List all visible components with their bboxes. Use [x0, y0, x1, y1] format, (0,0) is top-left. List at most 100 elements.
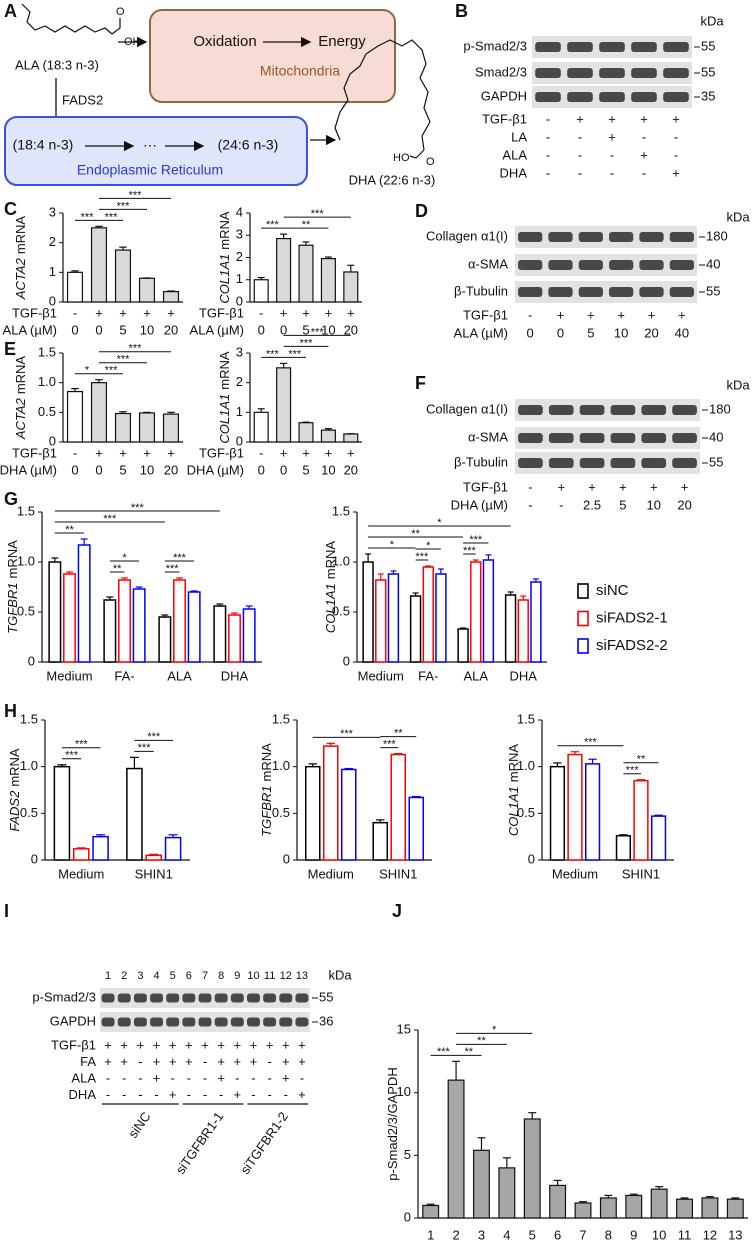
blot-band	[230, 1017, 244, 1027]
condition-value: 2.5	[583, 497, 601, 512]
kda-value: 55	[701, 38, 715, 53]
condition-value: +	[640, 111, 648, 126]
bar	[340, 768, 357, 861]
x-row-label: TGF-β1	[12, 305, 57, 320]
blot-row-label: Smad2/3	[475, 64, 527, 79]
blot-band	[535, 91, 561, 103]
lane-label: 11	[264, 970, 275, 982]
blot-band	[599, 91, 625, 103]
blot-band	[610, 432, 636, 444]
condition-value: -	[219, 1087, 223, 1102]
x-row-value: +	[325, 305, 333, 320]
blot-band	[609, 286, 634, 298]
y-tick-label: 4	[236, 204, 243, 219]
condition-value: +	[678, 307, 686, 322]
panel-letter: D	[415, 201, 428, 221]
legend-label: siNC	[596, 582, 629, 599]
bar	[162, 291, 180, 303]
condition-value: +	[681, 479, 689, 494]
blot-band	[609, 259, 634, 271]
x-row-value: 0	[258, 322, 265, 337]
x-tick-label: Medium	[58, 866, 104, 881]
y-tick-label: 10	[397, 1084, 411, 1099]
panel-letter: C	[4, 199, 17, 219]
significance-label: ***	[311, 326, 325, 338]
legend-label: siFADS2-2	[596, 637, 668, 654]
lane-label: 6	[186, 970, 192, 982]
significance-label: ***	[340, 728, 354, 740]
condition-value: +	[137, 1037, 145, 1052]
y-tick-label: 1.5	[20, 711, 38, 726]
kda-unit: kDa	[700, 13, 724, 28]
blot-band	[166, 993, 180, 1003]
group-label: siTGFBR1-2	[237, 1109, 291, 1177]
blot-row-label: Collagen α1(I)	[426, 228, 508, 243]
blot-row-label: α-SMA	[468, 256, 508, 271]
x-tick-label: FA-	[114, 668, 134, 683]
y-tick-label: 1	[236, 404, 243, 419]
significance-label: ***	[117, 354, 131, 366]
legend-swatch	[577, 638, 589, 654]
y-axis-label: ACTA2 mRNA	[13, 216, 28, 301]
bar	[276, 237, 292, 303]
y-axis-unit: mRNA	[259, 743, 274, 782]
x-tick-label: 5	[529, 1227, 536, 1242]
y-tick-label: 0	[404, 1209, 411, 1224]
blot-band	[279, 1017, 293, 1027]
condition-value: -	[154, 1087, 158, 1102]
blot-row-label: Collagen α1(I)	[426, 401, 508, 416]
blot-band	[214, 993, 228, 1003]
bar	[625, 1194, 643, 1219]
bar	[213, 605, 227, 663]
blot-band	[166, 1017, 180, 1027]
y-axis-unit: mRNA	[217, 211, 232, 250]
dha-acid	[409, 149, 425, 159]
blot-band	[198, 993, 212, 1003]
blot-band	[639, 231, 664, 243]
y-axis-label: COL1A1 mRNA	[217, 351, 232, 443]
bar	[362, 561, 374, 663]
condition-label: DHA	[69, 1087, 97, 1102]
blot-band	[518, 457, 543, 469]
significance-label: ***	[131, 502, 145, 514]
bar	[409, 595, 422, 663]
blot-band	[548, 231, 573, 243]
condition-value: +	[298, 1037, 306, 1052]
blot-row-label: p-Smad2/3	[32, 989, 96, 1004]
blot-band	[599, 67, 625, 79]
fads2: FADS2	[62, 92, 103, 107]
blot-strip	[515, 226, 697, 248]
bar	[498, 1167, 516, 1219]
y-tick-label: 0	[28, 653, 35, 668]
condition-value: +	[557, 307, 565, 322]
bar	[242, 608, 256, 663]
x-row-value: -	[73, 305, 77, 320]
bar	[253, 279, 269, 303]
significance-label: ***	[300, 337, 314, 349]
x-tick-label: Medium	[46, 668, 92, 683]
blot-band	[663, 67, 689, 79]
x-tick-label: 9	[630, 1227, 637, 1242]
condition-value: +	[104, 1054, 112, 1069]
blot-band	[609, 231, 634, 243]
y-tick-label: 1	[49, 264, 56, 279]
y-tick-label: 1.0	[332, 553, 350, 568]
bar	[126, 767, 143, 861]
y-axis-unit: mRNA	[13, 216, 28, 255]
significance-label: ***	[65, 750, 79, 762]
bar	[320, 429, 336, 443]
y-axis-unit: mRNA	[7, 748, 22, 787]
blot-band	[535, 67, 561, 79]
kda-unit: kDa	[726, 209, 750, 224]
dha-o: O	[426, 156, 435, 168]
bar	[118, 579, 131, 663]
blot-band	[548, 457, 574, 469]
y-axis-label: TGFBR1 mRNA	[259, 743, 274, 837]
condition-value: -	[578, 165, 582, 180]
blot-band	[610, 457, 636, 469]
blot-band	[548, 259, 573, 271]
condition-value: -	[528, 497, 532, 512]
bar	[138, 412, 156, 443]
x-row-value: +	[347, 445, 355, 460]
x-tick-label: 8	[605, 1227, 612, 1242]
